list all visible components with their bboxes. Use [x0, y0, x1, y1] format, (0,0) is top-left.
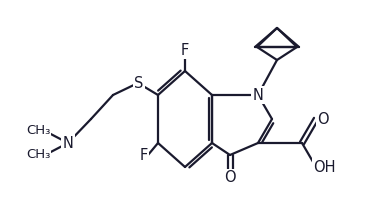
- Text: CH₃: CH₃: [26, 149, 50, 162]
- Text: F: F: [181, 42, 189, 57]
- Text: CH₃: CH₃: [26, 124, 50, 137]
- Text: N: N: [252, 88, 263, 103]
- Text: OH: OH: [313, 159, 335, 174]
- Text: O: O: [224, 171, 236, 185]
- Text: N: N: [63, 136, 74, 151]
- Text: F: F: [140, 149, 148, 164]
- Text: S: S: [134, 76, 144, 90]
- Text: O: O: [317, 111, 329, 126]
